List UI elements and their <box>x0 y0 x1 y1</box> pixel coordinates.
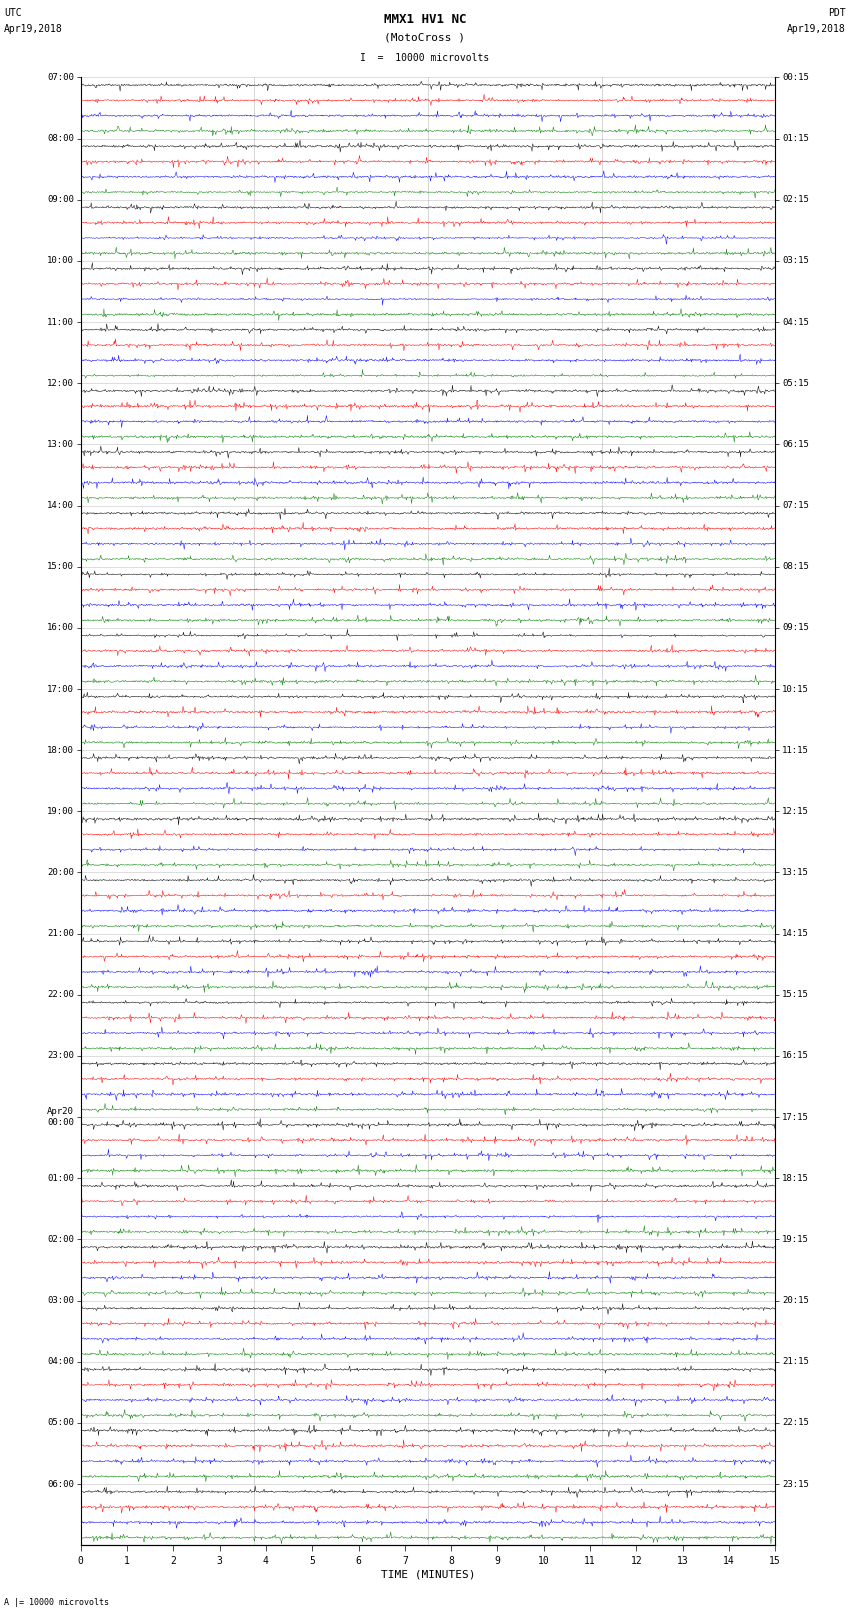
X-axis label: TIME (MINUTES): TIME (MINUTES) <box>381 1569 475 1579</box>
Text: Apr19,2018: Apr19,2018 <box>4 24 63 34</box>
Text: A |= 10000 microvolts: A |= 10000 microvolts <box>4 1597 110 1607</box>
Text: MMX1 HV1 NC: MMX1 HV1 NC <box>383 13 467 26</box>
Text: UTC: UTC <box>4 8 22 18</box>
Text: I  =  10000 microvolts: I = 10000 microvolts <box>360 53 490 63</box>
Text: Apr19,2018: Apr19,2018 <box>787 24 846 34</box>
Text: (MotoCross ): (MotoCross ) <box>384 32 466 42</box>
Text: PDT: PDT <box>828 8 846 18</box>
